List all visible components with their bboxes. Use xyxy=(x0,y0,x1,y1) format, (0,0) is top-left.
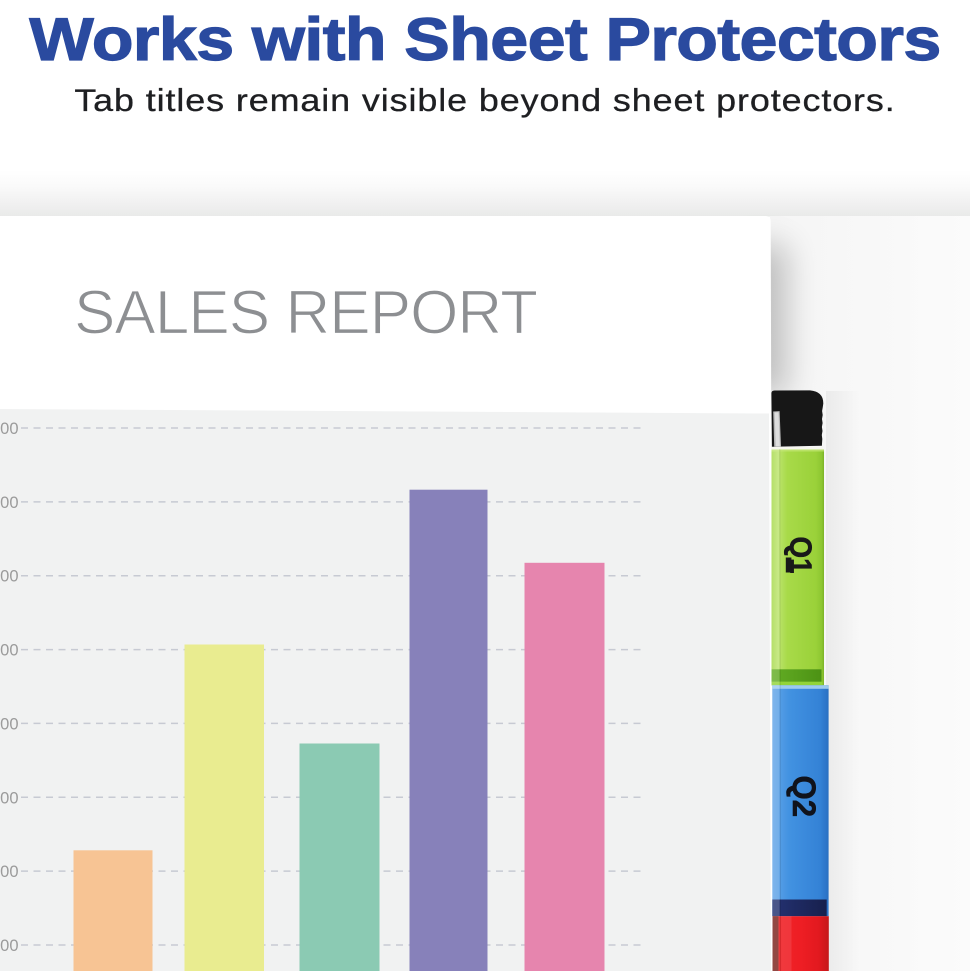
svg-text:Q2: Q2 xyxy=(786,776,822,818)
svg-text:SALES REPORT: SALES REPORT xyxy=(74,279,538,348)
svg-text:Q1: Q1 xyxy=(784,537,819,574)
svg-text:200: 200 xyxy=(0,863,19,881)
svg-text:100: 100 xyxy=(0,937,19,955)
svg-text:700: 700 xyxy=(0,494,19,512)
svg-text:500: 500 xyxy=(0,642,19,660)
svg-text:600: 600 xyxy=(0,568,19,586)
svg-text:400: 400 xyxy=(0,715,19,733)
svg-text:800: 800 xyxy=(0,420,19,438)
svg-text:300: 300 xyxy=(0,789,19,807)
